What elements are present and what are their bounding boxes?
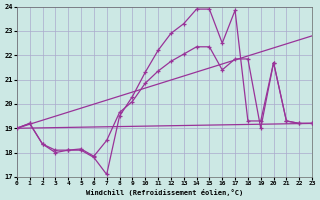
X-axis label: Windchill (Refroidissement éolien,°C): Windchill (Refroidissement éolien,°C) xyxy=(86,189,243,196)
